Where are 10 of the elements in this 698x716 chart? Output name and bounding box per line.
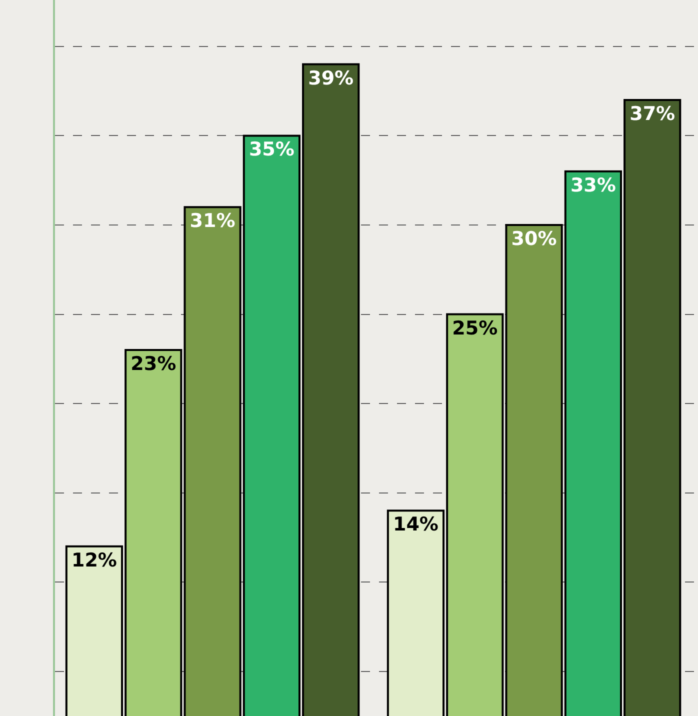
data-label: 37% [630, 102, 676, 125]
data-label: 23% [130, 352, 176, 375]
data-label: 14% [392, 514, 438, 536]
data-label: 30% [511, 228, 557, 250]
data-label: 33% [570, 174, 616, 196]
data-label: 31% [190, 210, 236, 232]
data-label: 25% [452, 317, 498, 340]
data-label: 39% [308, 67, 354, 90]
data-label: 35% [248, 138, 294, 161]
data-label: 12% [71, 549, 117, 572]
